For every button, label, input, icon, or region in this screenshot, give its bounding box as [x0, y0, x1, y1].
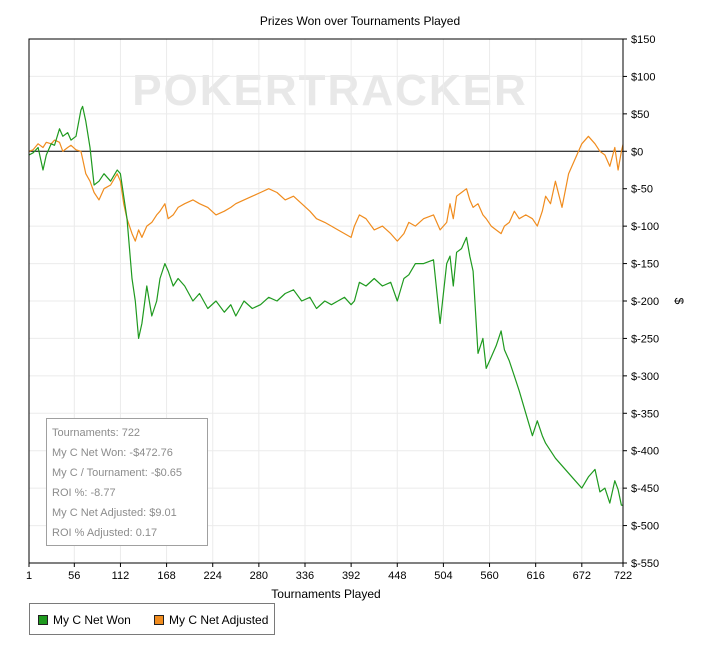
x-tick-label: 112 — [112, 570, 130, 582]
y-tick-label: $-250 — [631, 333, 659, 345]
legend-item-net-adjusted[interactable]: My C Net Adjusted — [154, 613, 268, 627]
legend-label-net-won: My C Net Won — [53, 613, 131, 627]
y-tick-label: $0 — [631, 146, 643, 158]
watermark-logo: POKERTRACKER — [132, 66, 528, 115]
y-tick-label: $-200 — [631, 296, 659, 308]
x-tick-label: 168 — [157, 570, 175, 582]
y-tick-label: $-500 — [631, 521, 659, 533]
stats-box: Tournaments: 722 My C Net Won: -$472.76 … — [46, 418, 208, 546]
stat-per-tournament: My C / Tournament: -$0.65 — [52, 467, 183, 479]
stat-net-adjusted: My C Net Adjusted: $9.01 — [52, 507, 177, 519]
series-line-net-won — [28, 105, 623, 506]
y-tick-label: $100 — [631, 71, 655, 83]
y-tick-label: $-400 — [631, 446, 659, 458]
x-tick-label: 722 — [614, 570, 632, 582]
y-tick-label: $-550 — [631, 558, 659, 570]
legend-swatch-net-adjusted — [154, 615, 164, 625]
legend-item-net-won[interactable]: My C Net Won — [38, 613, 131, 627]
y-tick-label: $150 — [631, 34, 655, 46]
x-tick-label: 56 — [68, 570, 80, 582]
x-tick-label: 392 — [342, 570, 360, 582]
stat-roi: ROI %: -8.77 — [52, 487, 116, 499]
legend-label-net-adjusted: My C Net Adjusted — [169, 613, 269, 627]
x-tick-label: 560 — [480, 570, 498, 582]
x-tick-label: 1 — [26, 570, 32, 582]
x-tick-label: 504 — [434, 570, 452, 582]
x-tick-label: 672 — [573, 570, 591, 582]
stat-net-won: My C Net Won: -$472.76 — [52, 447, 173, 459]
y-tick-label: $-100 — [631, 221, 659, 233]
stat-roi-adjusted: ROI % Adjusted: 0.17 — [52, 527, 158, 539]
legend-swatch-net-won — [38, 615, 48, 625]
y-tick-label: $-450 — [631, 483, 659, 495]
series-line-net-adjusted — [28, 135, 624, 242]
x-tick-label: 224 — [204, 570, 222, 582]
y-tick-label: $-50 — [631, 184, 653, 196]
stat-tournaments: Tournaments: 722 — [52, 427, 141, 439]
y-axis-ticks: $150 $100 $50 $0 $-50 $-100 $-150 $-200 $-250 $-3… — [623, 34, 659, 570]
x-tick-label: 336 — [296, 570, 314, 582]
legend: My C Net Won My C Net Adjusted — [29, 603, 275, 635]
y-tick-label: $-150 — [631, 259, 659, 271]
y-tick-label: $-300 — [631, 371, 659, 383]
y-tick-label: $-350 — [631, 408, 659, 420]
x-tick-label: 616 — [526, 570, 544, 582]
x-tick-label: 280 — [250, 570, 268, 582]
chart-title: Prizes Won over Tournaments Played — [260, 14, 460, 28]
x-axis-label: Tournaments Played — [271, 587, 380, 601]
y-tick-label: $50 — [631, 109, 649, 121]
y-axis-label: $ — [672, 298, 686, 305]
x-axis-ticks: 1 56 112 168 224 280 336 392 448 504 560 616 672 722 — [26, 563, 632, 582]
plot-lines — [28, 105, 624, 506]
x-tick-label: 448 — [388, 570, 406, 582]
